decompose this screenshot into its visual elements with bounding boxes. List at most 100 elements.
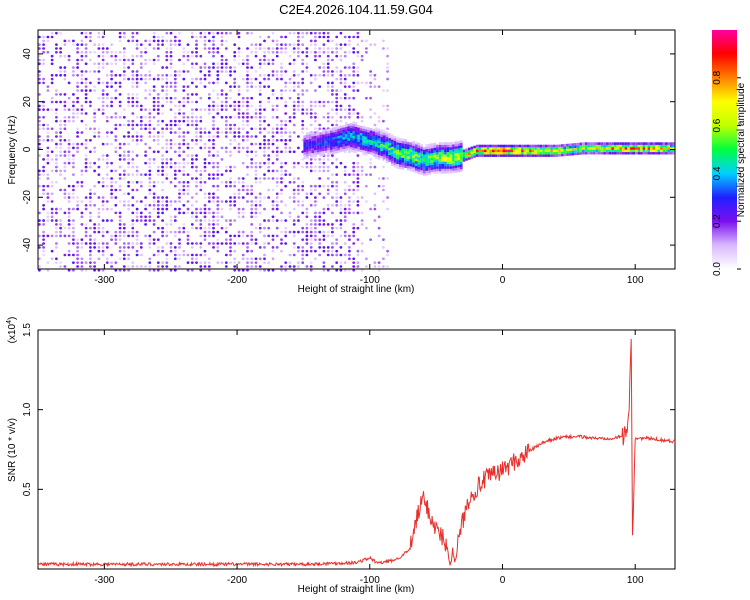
noise-cell bbox=[195, 54, 198, 58]
noise-cell bbox=[182, 192, 186, 196]
noise-cell bbox=[365, 184, 368, 188]
noise-cell bbox=[76, 81, 79, 85]
signal-cell bbox=[349, 135, 353, 138]
noise-cell bbox=[122, 150, 126, 154]
noise-cell bbox=[173, 131, 177, 134]
colorbar-tick-label: 0.4 bbox=[712, 166, 723, 180]
noise-cell bbox=[84, 31, 88, 35]
noise-cell bbox=[318, 74, 322, 77]
noise-cell bbox=[284, 173, 288, 176]
noise-cell bbox=[122, 253, 126, 257]
signal-cell bbox=[606, 142, 609, 145]
noise-cell bbox=[199, 131, 203, 134]
noise-cell bbox=[377, 116, 381, 119]
signal-cell bbox=[449, 159, 452, 162]
noise-cell bbox=[314, 188, 317, 192]
signal-cell bbox=[534, 149, 537, 153]
noise-cell bbox=[114, 150, 118, 154]
noise-cell bbox=[110, 51, 113, 54]
noise-cell bbox=[271, 246, 275, 249]
signal-cell bbox=[414, 163, 418, 166]
noise-cell bbox=[267, 131, 271, 134]
signal-cell bbox=[473, 145, 476, 149]
noise-cell bbox=[339, 108, 343, 111]
signal-cell bbox=[359, 137, 363, 141]
noise-cell bbox=[220, 226, 224, 230]
signal-cell bbox=[303, 142, 306, 145]
signal-cell bbox=[404, 141, 407, 144]
noise-cell bbox=[195, 169, 198, 173]
signal-cell bbox=[584, 147, 588, 150]
noise-cell bbox=[173, 215, 177, 219]
noise-cell bbox=[348, 253, 351, 257]
signal-cell bbox=[347, 138, 350, 141]
noise-cell bbox=[55, 47, 58, 50]
signal-cell bbox=[433, 142, 437, 146]
noise-cell bbox=[195, 85, 198, 88]
signal-cell bbox=[655, 144, 658, 148]
noise-cell bbox=[105, 207, 109, 211]
noise-cell bbox=[144, 51, 147, 54]
noise-cell bbox=[297, 161, 300, 165]
signal-cell bbox=[428, 167, 431, 171]
signal-cell bbox=[367, 139, 370, 142]
noise-cell bbox=[195, 77, 198, 81]
noise-cell bbox=[254, 150, 258, 154]
noise-cell bbox=[250, 135, 254, 138]
signal-cell bbox=[460, 147, 463, 151]
signal-cell bbox=[354, 126, 358, 130]
noise-cell bbox=[165, 96, 169, 100]
signal-cell bbox=[444, 166, 447, 169]
signal-cell bbox=[308, 146, 312, 149]
signal-cell bbox=[515, 151, 519, 155]
noise-cell bbox=[220, 66, 224, 69]
signal-cell bbox=[364, 148, 368, 151]
noise-cell bbox=[195, 51, 198, 54]
noise-cell bbox=[301, 257, 305, 261]
noise-cell bbox=[101, 158, 105, 161]
noise-cell bbox=[271, 257, 275, 261]
noise-cell bbox=[377, 261, 381, 264]
noise-cell bbox=[169, 181, 173, 184]
noise-cell bbox=[322, 207, 326, 211]
signal-cell bbox=[414, 156, 418, 159]
signal-cell bbox=[380, 129, 383, 132]
noise-cell bbox=[212, 219, 215, 222]
noise-cell bbox=[199, 54, 203, 58]
signal-cell bbox=[380, 150, 383, 154]
signal-cell bbox=[391, 141, 394, 145]
noise-cell bbox=[237, 104, 241, 108]
noise-cell bbox=[59, 135, 62, 138]
noise-cell bbox=[352, 96, 356, 100]
signal-cell bbox=[515, 144, 519, 148]
noise-cell bbox=[212, 35, 215, 39]
noise-cell bbox=[335, 204, 339, 207]
noise-cell bbox=[369, 116, 372, 119]
noise-cell bbox=[258, 265, 262, 268]
noise-cell bbox=[377, 269, 381, 272]
noise-cell bbox=[110, 265, 113, 268]
signal-cell bbox=[665, 144, 668, 148]
noise-cell bbox=[139, 77, 143, 81]
signal-cell bbox=[364, 134, 368, 137]
noise-cell bbox=[229, 253, 232, 257]
noise-cell bbox=[297, 74, 300, 77]
noise-cell bbox=[131, 246, 135, 249]
signal-cell bbox=[571, 145, 575, 149]
signal-cell bbox=[430, 145, 434, 149]
signal-cell bbox=[337, 140, 340, 144]
signal-cell bbox=[344, 126, 348, 130]
noise-cell bbox=[173, 169, 177, 173]
signal-cell bbox=[606, 144, 609, 148]
noise-cell bbox=[72, 112, 75, 115]
noise-cell bbox=[50, 108, 54, 111]
noise-cell bbox=[122, 116, 126, 119]
noise-cell bbox=[156, 246, 160, 249]
noise-cell bbox=[275, 39, 279, 43]
noise-cell bbox=[348, 207, 351, 211]
noise-cell bbox=[182, 223, 186, 226]
signal-cell bbox=[539, 154, 543, 157]
signal-cell bbox=[352, 147, 355, 151]
noise-cell bbox=[105, 242, 109, 245]
noise-cell bbox=[233, 242, 237, 245]
